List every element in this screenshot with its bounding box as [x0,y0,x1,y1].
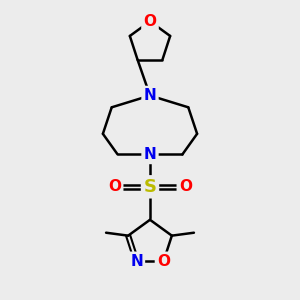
Text: O: O [108,179,121,194]
Text: N: N [144,88,156,103]
Text: O: O [157,254,170,269]
Text: O: O [143,14,157,29]
Text: N: N [144,147,156,162]
Text: S: S [143,178,157,196]
Text: O: O [179,179,192,194]
Text: N: N [130,254,143,269]
